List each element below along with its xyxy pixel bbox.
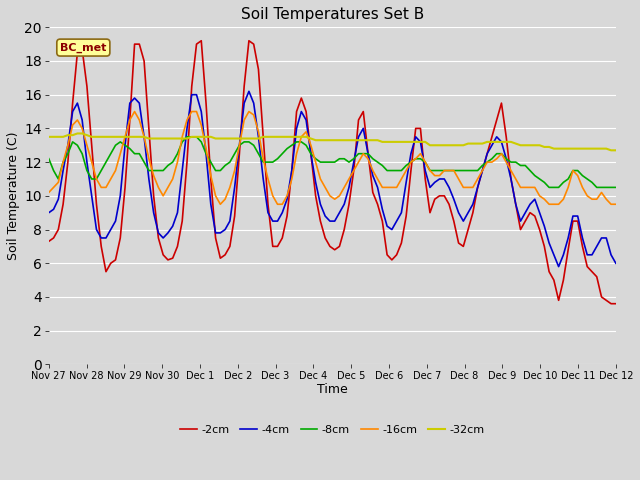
-32cm xyxy=(364,137,372,143)
-2cm xyxy=(164,257,172,263)
Legend: -2cm, -4cm, -8cm, -16cm, -32cm: -2cm, -4cm, -8cm, -16cm, -32cm xyxy=(175,420,489,439)
-4cm xyxy=(45,210,52,216)
-32cm xyxy=(202,134,210,140)
-32cm xyxy=(598,146,605,152)
-16cm xyxy=(169,176,177,182)
-32cm xyxy=(74,131,81,136)
-32cm xyxy=(498,139,506,145)
-2cm xyxy=(612,301,620,307)
-32cm xyxy=(607,147,615,153)
-2cm xyxy=(202,100,210,106)
-16cm xyxy=(131,108,138,114)
-32cm xyxy=(169,136,177,142)
-2cm xyxy=(607,301,615,307)
-8cm xyxy=(498,151,506,156)
Line: -8cm: -8cm xyxy=(49,137,616,187)
-8cm xyxy=(440,168,448,173)
-4cm xyxy=(440,176,448,182)
-16cm xyxy=(202,146,210,152)
Line: -16cm: -16cm xyxy=(49,111,616,204)
Text: BC_met: BC_met xyxy=(60,42,106,53)
-32cm xyxy=(45,134,52,140)
-8cm xyxy=(164,163,172,168)
-16cm xyxy=(445,168,453,173)
-8cm xyxy=(183,134,191,140)
Line: -4cm: -4cm xyxy=(49,91,616,266)
Y-axis label: Soil Temperature (C): Soil Temperature (C) xyxy=(7,132,20,260)
-2cm xyxy=(364,151,372,156)
Line: -32cm: -32cm xyxy=(49,133,616,150)
-4cm xyxy=(197,108,205,114)
-4cm xyxy=(602,235,610,241)
-2cm xyxy=(598,294,605,300)
-4cm xyxy=(164,230,172,236)
Line: -2cm: -2cm xyxy=(49,41,616,304)
-2cm xyxy=(498,100,506,106)
-32cm xyxy=(440,143,448,148)
-8cm xyxy=(545,184,553,190)
-16cm xyxy=(216,202,224,207)
-8cm xyxy=(612,184,620,190)
X-axis label: Time: Time xyxy=(317,383,348,396)
-8cm xyxy=(45,156,52,162)
-4cm xyxy=(555,264,563,269)
-32cm xyxy=(612,147,620,153)
-16cm xyxy=(602,196,610,202)
-2cm xyxy=(45,239,52,244)
-2cm xyxy=(440,193,448,199)
-8cm xyxy=(202,151,210,156)
-16cm xyxy=(369,168,377,173)
-2cm xyxy=(197,38,205,44)
-8cm xyxy=(364,151,372,156)
-16cm xyxy=(612,202,620,207)
-4cm xyxy=(245,88,253,94)
-16cm xyxy=(45,190,52,195)
-4cm xyxy=(612,260,620,266)
-16cm xyxy=(502,159,510,165)
Title: Soil Temperatures Set B: Soil Temperatures Set B xyxy=(241,7,424,22)
-4cm xyxy=(364,151,372,156)
-8cm xyxy=(602,184,610,190)
-4cm xyxy=(498,139,506,145)
